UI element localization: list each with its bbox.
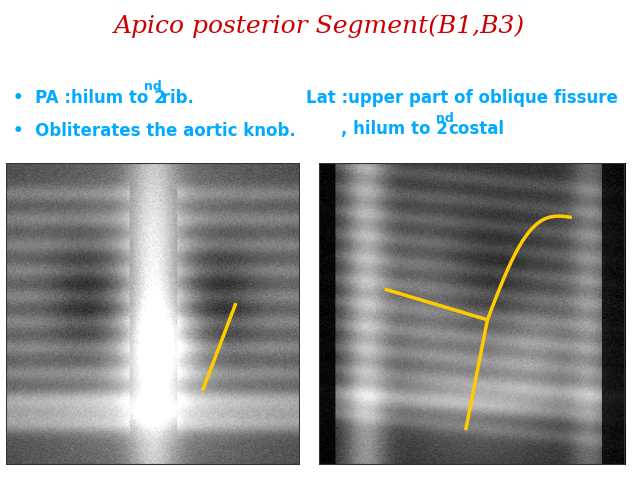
Text: Apico posterior Segment(B1,B3): Apico posterior Segment(B1,B3)	[114, 14, 524, 38]
Text: rib.: rib.	[156, 89, 194, 107]
Text: •  Obliterates the aortic knob.: • Obliterates the aortic knob.	[13, 122, 295, 140]
Text: , hilum to 2: , hilum to 2	[341, 120, 449, 138]
Text: costal: costal	[449, 120, 505, 138]
Text: Lat :upper part of oblique fissure: Lat :upper part of oblique fissure	[306, 89, 618, 107]
Text: nd: nd	[144, 80, 161, 93]
Text: •  PA :hilum to 2: • PA :hilum to 2	[13, 89, 165, 107]
Text: nd: nd	[436, 112, 454, 125]
